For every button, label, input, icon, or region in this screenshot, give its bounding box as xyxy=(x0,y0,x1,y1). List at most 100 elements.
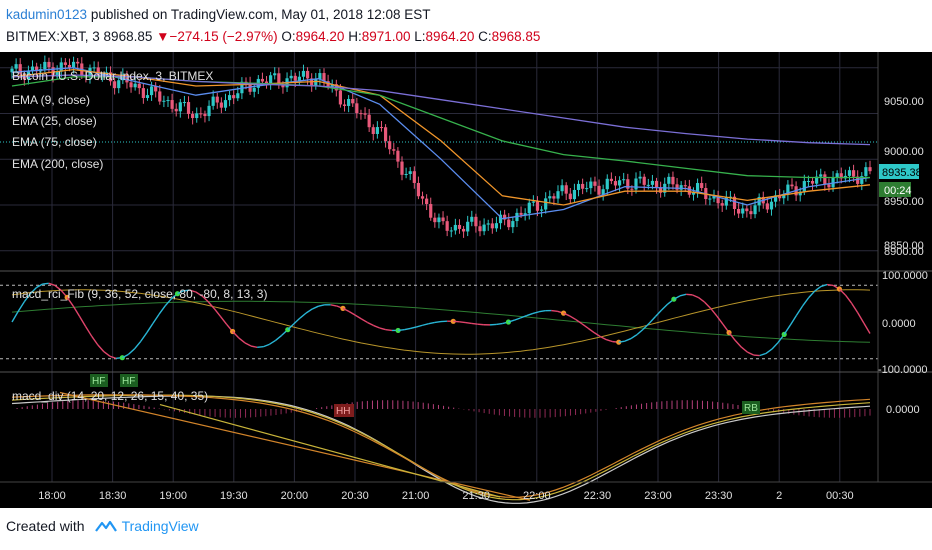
rci-fast-segment xyxy=(654,309,663,317)
rci-fast-segment xyxy=(354,314,362,320)
candle-body xyxy=(548,196,552,199)
rci-fast-segment xyxy=(642,322,650,330)
rci-fast-segment xyxy=(299,312,307,319)
candle-body xyxy=(798,191,802,196)
rci-fast-segment xyxy=(97,344,105,353)
author-link[interactable]: kadumin0123 xyxy=(6,7,88,22)
price-tick: 8900.00 xyxy=(884,246,924,258)
rci-fast-segment xyxy=(360,318,368,324)
candle-body xyxy=(154,86,158,92)
rci-fast-segment xyxy=(428,321,436,325)
rci-long-line xyxy=(11,300,871,343)
rci-fast-segment xyxy=(305,308,313,314)
rci-fast-segment xyxy=(398,329,405,332)
rci-fast-segment xyxy=(636,328,644,336)
rci-fast-segment xyxy=(385,328,393,332)
rci-fast-segment xyxy=(477,323,484,326)
rci-fast-segment xyxy=(348,310,356,316)
rci-fast-segment xyxy=(526,312,534,317)
candle-body xyxy=(831,177,835,188)
candle-body xyxy=(322,73,326,82)
time-tick: 22:00 xyxy=(523,490,551,502)
grid-lines xyxy=(0,52,878,482)
rci-oscillator xyxy=(0,282,878,361)
rci-fast-segment xyxy=(404,327,411,331)
candle-body xyxy=(445,221,449,231)
candle-body xyxy=(576,183,581,190)
candle-body xyxy=(593,181,597,186)
rci-fast-segment xyxy=(244,342,252,347)
rci-fast-segment xyxy=(78,315,87,327)
candle-body xyxy=(129,82,133,88)
candle-body xyxy=(507,219,511,228)
ema-lines xyxy=(11,67,871,220)
legend-ema25: EMA (25, close) xyxy=(12,114,97,128)
legend-ema75: EMA (75, close) xyxy=(12,135,97,149)
candle-body xyxy=(318,73,322,80)
candle-body xyxy=(523,213,527,215)
hf-label: HF xyxy=(92,376,105,387)
candle-body xyxy=(174,108,178,112)
candle-body xyxy=(544,198,548,210)
time-tick: 18:30 xyxy=(99,490,127,502)
candle-body xyxy=(466,221,470,232)
rci-fast-segment xyxy=(520,314,528,319)
rci-fast-segment xyxy=(158,305,166,315)
candle-body xyxy=(227,95,232,101)
candle-body xyxy=(790,184,794,187)
rci-fast-segment xyxy=(459,321,466,324)
candle-body xyxy=(605,178,609,190)
legend-rci: macd_rci_Fib (9, 36, 52, close, 80, -80,… xyxy=(12,287,267,301)
candle-body xyxy=(88,67,92,78)
candle-body xyxy=(59,62,63,72)
candle-body xyxy=(277,73,281,85)
candle-body xyxy=(671,176,675,185)
price-tick: 9050.00 xyxy=(884,96,924,108)
candle-body xyxy=(732,196,737,209)
last-price: 8968.85 xyxy=(103,29,153,44)
chart-canvas[interactable]: Bitcoin / U.S. Dollar Index, 3, BITMEX E… xyxy=(0,52,932,508)
candle-body xyxy=(260,78,265,82)
candle-body xyxy=(178,102,182,112)
candle-body xyxy=(589,181,593,189)
candle-body xyxy=(802,181,806,192)
rci-fast-segment xyxy=(134,340,142,350)
candle-body xyxy=(76,61,80,64)
rci-fast-segment xyxy=(42,282,49,285)
candle-body xyxy=(749,211,753,215)
countdown-badge xyxy=(879,182,911,197)
candle-body xyxy=(355,103,359,114)
rci-fast-segment xyxy=(373,324,380,329)
rci-fast-segment xyxy=(673,295,681,300)
rci-fast-segment xyxy=(238,337,246,344)
candle-body xyxy=(330,84,334,87)
macd-line xyxy=(11,395,871,504)
candle-body xyxy=(125,74,129,83)
candle-body xyxy=(560,185,564,192)
rci-fast-segment xyxy=(379,327,387,331)
candle-body xyxy=(289,75,293,79)
down-arrow-icon: ▼ xyxy=(156,29,170,44)
candle-body xyxy=(186,102,191,114)
rci-fast-segment xyxy=(342,307,350,313)
candle-body xyxy=(720,203,724,206)
rci-fast-segment xyxy=(704,301,712,309)
candle-body xyxy=(868,167,872,172)
candle-body xyxy=(675,184,679,190)
rci-fast-segment xyxy=(287,323,295,331)
candle-body xyxy=(92,67,96,69)
rci-fast-segment xyxy=(330,304,337,307)
rci-fast-segment xyxy=(213,308,221,317)
candle-body xyxy=(371,127,375,134)
candle-body xyxy=(847,170,852,176)
candle-body xyxy=(375,127,379,134)
tradingview-logo[interactable]: TradingView xyxy=(94,518,199,534)
candle-body xyxy=(617,180,622,186)
candle-body xyxy=(170,100,174,109)
candle-body xyxy=(806,180,811,182)
rci-fast-segment xyxy=(697,296,705,303)
candle-body xyxy=(737,208,741,214)
hh-label-badge xyxy=(334,404,354,417)
ema-line-25 xyxy=(11,68,871,206)
rci-fast-segment xyxy=(587,327,595,334)
